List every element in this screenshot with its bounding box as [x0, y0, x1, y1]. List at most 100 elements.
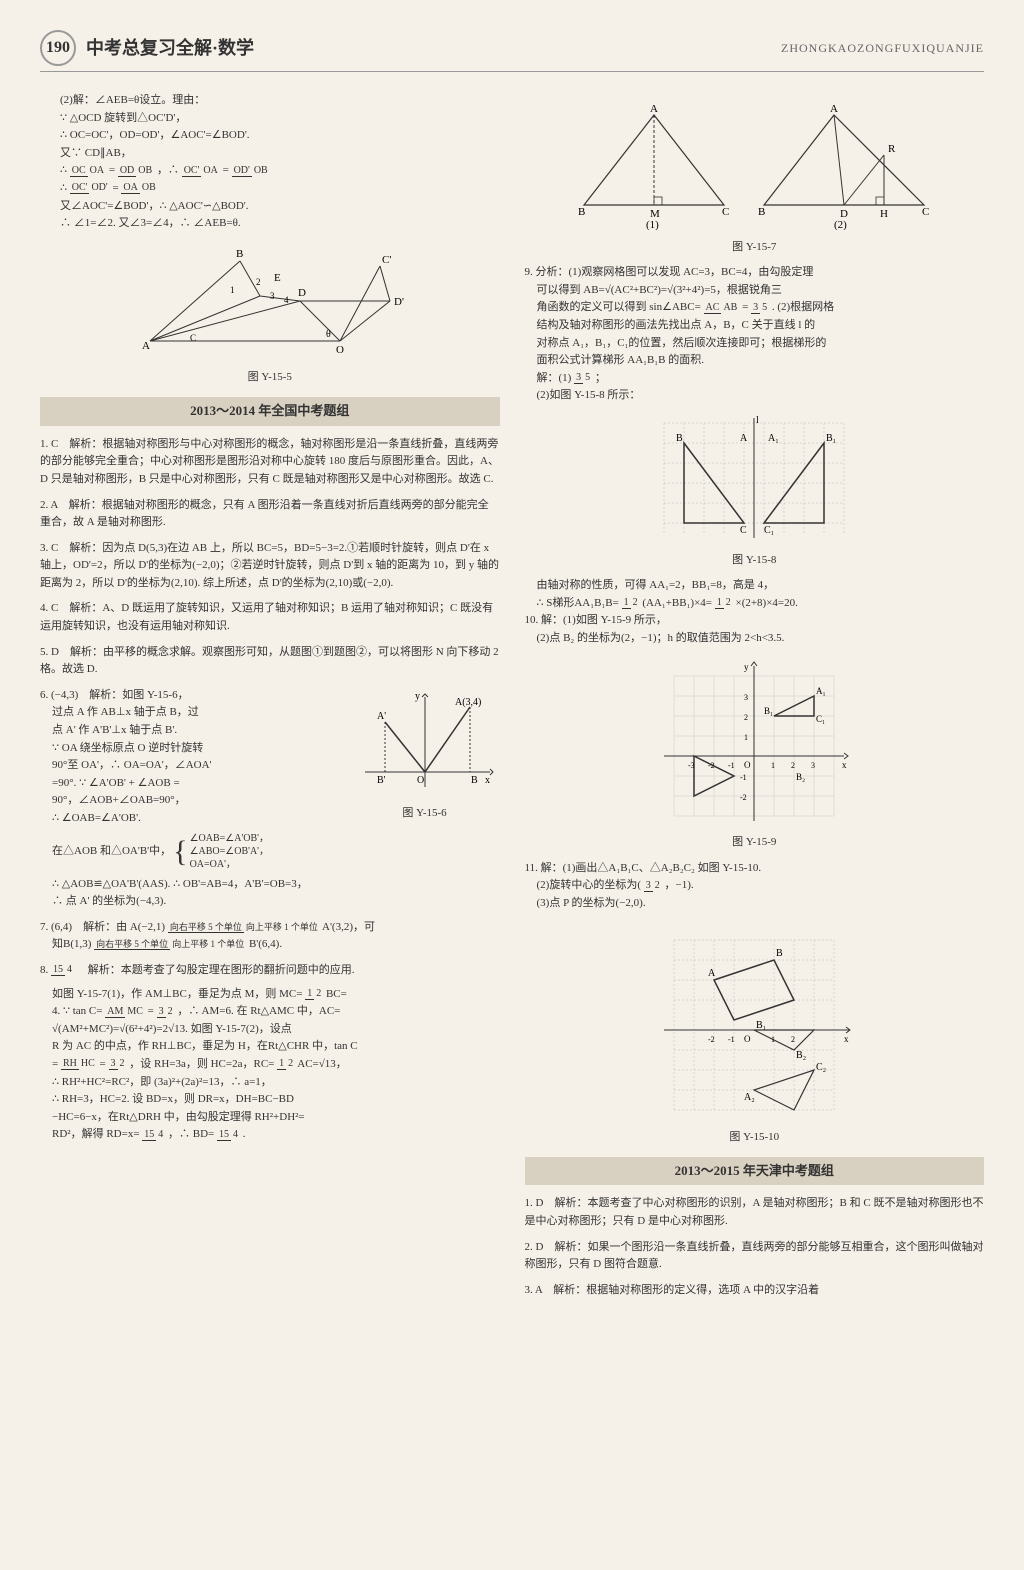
text: ∴ S梯形AA₁B₁B=	[537, 597, 619, 609]
brace-item: OA=OA'，	[190, 858, 269, 871]
svg-text:C₁: C₁	[816, 714, 825, 724]
text-line: 又∠AOC'=∠BOD'，∴ △AOC'∽△BOD'.	[60, 198, 500, 216]
text-line: ∴ RH²+HC²=RC²，即 (3a)²+(2a)²=13，∴ a=1，	[40, 1074, 500, 1092]
svg-text:O: O	[336, 344, 344, 356]
svg-text:A: A	[830, 103, 838, 115]
frac-top: 3	[751, 302, 760, 314]
figure-15-8: B A A₁ B₁ C C₁ l 图 Y-15-8	[525, 413, 985, 569]
svg-text:B₁: B₁	[756, 1020, 766, 1031]
frac-bot: 2	[166, 1006, 175, 1017]
text-line: ∴ △AOB≌△OA'B'(AAS). ∴ OB'=AB=4，A'B'=OB=3…	[40, 876, 500, 894]
frac-top: OC	[70, 165, 88, 177]
text-line: R 为 AC 的中点，作 RH⊥BC，垂足为 H，在Rt△CHR 中，tan C	[40, 1038, 500, 1056]
frac-top: AM	[105, 1006, 125, 1018]
svg-text:-2: -2	[708, 1035, 715, 1044]
svg-text:A(3,4): A(3,4)	[455, 697, 481, 708]
svg-text:A: A	[650, 103, 658, 115]
svg-text:B₂: B₂	[796, 772, 805, 782]
frac-bot: 4	[231, 1129, 240, 1140]
svg-text:x: x	[844, 1034, 849, 1044]
brace-group: 在△AOB 和△OA'B'中， { ∠OAB=∠A'OB'， ∠ABO=∠OB'…	[40, 828, 500, 876]
frac-bot: OB	[136, 165, 154, 176]
text-line: (3)点 P 的坐标为(−2,0).	[525, 895, 985, 913]
fig-label: 图 Y-15-5	[40, 369, 500, 387]
frac-top: 3	[109, 1058, 118, 1070]
frac-bot: 2	[286, 1058, 295, 1069]
svg-text:-1: -1	[728, 761, 735, 770]
text: ，设 RH=3a，则 HC=2a，RC=	[129, 1058, 274, 1070]
arrow-top: 向右平移 5 个单位	[94, 939, 170, 950]
arrow-top: 向右平移 5 个单位	[168, 922, 244, 933]
text: =	[112, 182, 121, 194]
text-line: ∵ △OCD 旋转到△OC'D'，	[60, 110, 500, 128]
svg-text:x: x	[485, 775, 490, 786]
text: ；	[595, 372, 606, 384]
svg-text:E: E	[274, 272, 281, 284]
frac-top: 3	[644, 880, 653, 892]
svg-text:y: y	[744, 662, 749, 672]
svg-text:3: 3	[744, 693, 748, 702]
figure-15-9: O x y A₁ B₁ C₁ B₂ 1 2 3 -1 -2 -3 1 2 3 -…	[525, 656, 985, 852]
svg-text:C₂: C₂	[816, 1062, 826, 1073]
page-header: 190 中考总复习全解·数学 ZHONGKAOZONGFUXIQUANJIE	[40, 30, 984, 72]
frac-bot: HC	[79, 1058, 97, 1069]
brace-item: ∠OAB=∠A'OB'，	[190, 832, 269, 845]
svg-text:A': A'	[377, 711, 386, 722]
svg-text:D': D'	[394, 296, 404, 308]
frac-top: OD'	[232, 165, 252, 177]
svg-text:O: O	[744, 1034, 751, 1044]
page-title: 中考总复习全解·数学	[86, 35, 781, 62]
text: . (2)根据网格	[772, 301, 834, 313]
frac-top: 1	[622, 597, 631, 609]
figure-15-10: A B B₂ B₁ A₂ C₂ O x 1 2 -1 -2 图 Y-15-10	[525, 920, 985, 1146]
svg-text:C: C	[190, 333, 196, 343]
svg-text:B: B	[578, 206, 585, 218]
fraction-line: ∴ OC'OD' = OAOB	[60, 180, 500, 198]
text: 8.	[40, 964, 51, 976]
frac-bot: OB	[140, 182, 158, 193]
svg-text:-2: -2	[740, 793, 747, 802]
svg-text:A₂: A₂	[744, 1092, 755, 1103]
text: BC=	[326, 988, 347, 1000]
text: =	[742, 301, 748, 313]
text: ，∴ BD=	[168, 1128, 214, 1140]
text-line: 9. 分析：(1)观察网格图可以发现 AC=3，BC=4，由勾股定理	[525, 264, 985, 282]
text: =	[223, 164, 232, 176]
frac-bot: 5	[760, 302, 769, 313]
frac-bot: OB	[252, 165, 270, 176]
text: ∴	[60, 164, 70, 176]
svg-text:B: B	[236, 248, 243, 260]
frac-bot: 2	[118, 1058, 127, 1069]
svg-text:4: 4	[284, 295, 289, 305]
content-area: (2)解：∠AEB=θ设立。理由： ∵ △OCD 旋转到△OC'D'， ∴ OC…	[40, 92, 984, 1307]
frac-top: 15	[142, 1129, 156, 1141]
svg-text:2: 2	[256, 277, 261, 287]
svg-text:(2): (2)	[834, 219, 847, 230]
svg-text:B₁: B₁	[826, 433, 836, 444]
frac-top: 15	[217, 1129, 231, 1141]
problem-1: 1. C 解析：根据轴对称图形与中心对称图形的概念，轴对称图形是沿一条直线折叠，…	[40, 436, 500, 489]
arrow-bot: 向上平移 1 个单位	[170, 939, 246, 949]
text: 角函数的定义可以得到 sin∠ABC=	[537, 301, 701, 313]
svg-text:y: y	[415, 691, 420, 702]
frac-bot: MC	[125, 1006, 145, 1017]
text: AC=√13，	[297, 1058, 347, 1070]
tianjin-problem-2: 2. D 解析：如果一个图形沿一条直线折叠，直线两旁的部分能够互相重合，这个图形…	[525, 1239, 985, 1274]
text-line: ∴ OC=OC'，OD=OD'，∠AOC'=∠BOD'.	[60, 127, 500, 145]
svg-text:3: 3	[811, 761, 815, 770]
frac-bot: 2	[631, 597, 640, 608]
svg-text:-2: -2	[708, 761, 715, 770]
text: =	[109, 164, 118, 176]
svg-text:B: B	[758, 206, 765, 218]
text-line: 面积公式计算梯形 AA₁B₁B 的面积.	[525, 352, 985, 370]
frac-bot: 4	[156, 1129, 165, 1140]
text-line: ∴ 点 A' 的坐标为(−4,3).	[40, 893, 500, 911]
text: .	[243, 1128, 246, 1140]
fraction-line: ∴ OCOA = ODOB ，∴ OC'OA = OD'OB	[60, 162, 500, 180]
problem-7: 7. (6,4) 解析：由 A(−2,1) 向右平移 5 个单位向上平移 1 个…	[40, 919, 500, 954]
text: ×(2+8)×4=20.	[735, 597, 797, 609]
frac-bot: 4	[65, 964, 74, 975]
text: (AA₁+BB₁)×4=	[642, 597, 712, 609]
svg-text:B₁: B₁	[764, 706, 773, 716]
frac-bot: 2	[724, 597, 733, 608]
